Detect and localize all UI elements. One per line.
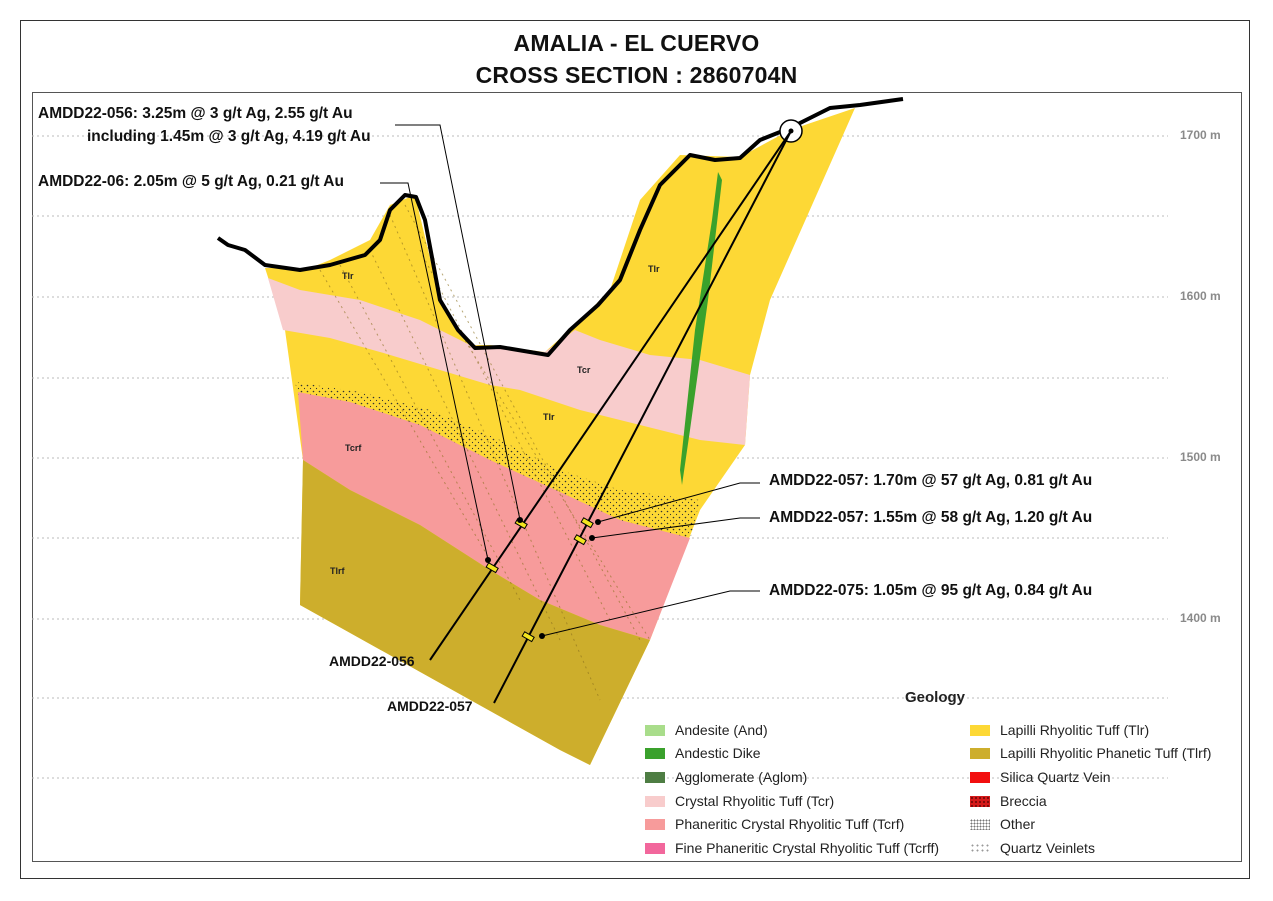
legend-item-andestic-dike: Andestic Dike — [645, 744, 761, 762]
legend-item-tlrf: Lapilli Rhyolitic Phanetic Tuff (Tlrf) — [970, 744, 1211, 762]
elevation-label-1400: 1400 m — [1180, 611, 1221, 625]
annotation-amdd22-057-b: AMDD22-057: 1.55m @ 58 g/t Ag, 1.20 g/t … — [769, 509, 1093, 526]
elevation-label-1700: 1700 m — [1180, 128, 1221, 142]
legend-item-other: Other — [970, 815, 1035, 833]
unit-label-tlr-right: Tlr — [648, 264, 660, 274]
elevation-label-1600: 1600 m — [1180, 289, 1221, 303]
drill-trace-056 — [429, 130, 792, 661]
unit-label-tcrf: Tcrf — [345, 443, 362, 453]
annotation-leaders — [380, 124, 760, 637]
elevation-label-1500: 1500 m — [1180, 450, 1221, 464]
legend-title: Geology — [905, 689, 966, 706]
unit-label-tlr-mid: Tlr — [543, 412, 555, 422]
section-subtitle: CROSS SECTION : 2860704N — [475, 62, 798, 88]
unit-tcr-band-right — [470, 330, 750, 445]
legend-item-silica-quartz-vein: Silica Quartz Vein — [970, 768, 1111, 786]
unit-label-tlrf: Tlrf — [330, 566, 345, 576]
section-title: AMALIA - EL CUERVO — [513, 30, 760, 56]
unit-label-tcr: Tcr — [577, 365, 591, 375]
unit-tlrf-area — [300, 460, 650, 765]
annotation-amdd22-075: AMDD22-075: 1.05m @ 95 g/t Ag, 0.84 g/t … — [769, 582, 1093, 599]
annotation-amdd22-057-a: AMDD22-057: 1.70m @ 57 g/t Ag, 0.81 g/t … — [769, 472, 1093, 489]
unit-label-tlr-top: Tlr — [342, 271, 354, 281]
legend-item-quartz-veinlets: Quartz Veinlets — [970, 839, 1095, 857]
annotation-amdd22-06: AMDD22-06: 2.05m @ 5 g/t Ag, 0.21 g/t Au — [38, 173, 344, 190]
annotation-amdd22-056-line1: AMDD22-056: 3.25m @ 3 g/t Ag, 2.55 g/t A… — [38, 105, 353, 122]
annotation-amdd22-056-line2: including 1.45m @ 3 g/t Ag, 4.19 g/t Au — [87, 128, 371, 145]
legend-item-tcrf: Phaneritic Crystal Rhyolitic Tuff (Tcrf) — [645, 815, 904, 833]
legend-item-breccia: Breccia — [970, 792, 1047, 810]
legend-item-tlr: Lapilli Rhyolitic Tuff (Tlr) — [970, 721, 1149, 739]
figure-frame — [20, 20, 1250, 879]
unit-tcrf-band — [298, 392, 690, 640]
quartz-veinlet-zones — [319, 204, 651, 701]
section-plot-area — [32, 92, 1242, 862]
legend-item-andesite: Andesite (And) — [645, 721, 768, 739]
unit-tcr-band-left — [268, 278, 490, 385]
drill-trace-057 — [493, 130, 792, 704]
drill-hole-label-057: AMDD22-057 — [387, 698, 473, 714]
legend-item-agglomerate: Agglomerate (Aglom) — [645, 768, 807, 786]
andesitic-dike — [680, 172, 722, 485]
drill-hole-label-056: AMDD22-056 — [329, 653, 415, 669]
legend-item-tcr: Crystal Rhyolitic Tuff (Tcr) — [645, 792, 834, 810]
legend-item-tcrff: Fine Phaneritic Crystal Rhyolitic Tuff (… — [645, 839, 939, 857]
topography-line — [216, 97, 904, 357]
